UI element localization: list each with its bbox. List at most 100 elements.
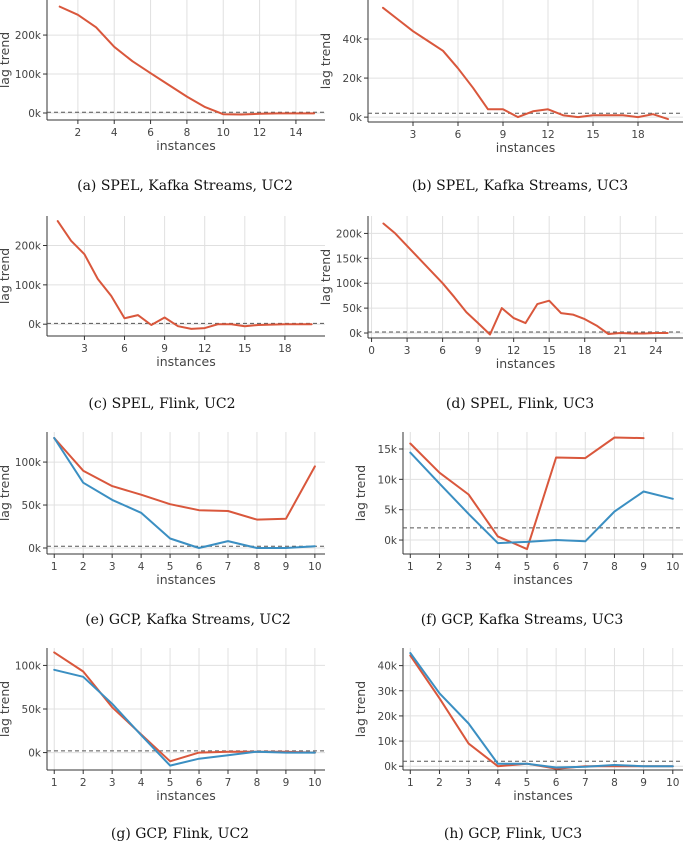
- y-axis-label: lag trend: [318, 249, 333, 305]
- y-tick-label: 50k: [22, 500, 42, 512]
- x-tick-label: 7: [225, 777, 232, 789]
- y-tick-label: 40k: [378, 661, 398, 673]
- x-tick-label: 10: [308, 777, 321, 789]
- x-tick-label: 18: [631, 129, 644, 141]
- x-axis-label: instances: [496, 356, 555, 371]
- x-tick-label: 3: [81, 343, 88, 355]
- y-tick-label: 0k: [349, 328, 363, 340]
- y-tick-label: 100k: [15, 660, 42, 672]
- subfigure-caption: (d) SPEL, Flink, UC3: [446, 396, 594, 412]
- x-tick-label: 9: [283, 777, 290, 789]
- y-tick-label: 0k: [28, 319, 42, 331]
- y-axis-label: lag trend: [0, 681, 12, 737]
- series-line-gcp-b: [409, 652, 674, 769]
- y-tick-label: 50k: [343, 303, 363, 315]
- y-tick-label: 100k: [15, 280, 42, 292]
- x-tick-label: 6: [553, 561, 560, 573]
- x-tick-label: 5: [167, 561, 174, 573]
- x-tick-label: 9: [283, 561, 290, 573]
- x-tick-label: 6: [196, 777, 203, 789]
- x-tick-label: 15: [586, 129, 599, 141]
- x-tick-label: 9: [500, 129, 507, 141]
- x-tick-label: 6: [121, 343, 128, 355]
- y-tick-label: 0k: [349, 112, 363, 124]
- x-tick-label: 3: [404, 345, 411, 357]
- chart-panel-0: 2 4 6 8 10 12 14 0k 100k 200k instances lag trend (a…: [0, 0, 325, 194]
- y-axis-label: lag trend: [353, 681, 368, 737]
- y-tick-label: 150k: [336, 253, 363, 265]
- x-tick-label: 15: [238, 343, 251, 355]
- x-tick-label: 15: [542, 345, 555, 357]
- y-tick-label: 0k: [28, 108, 42, 120]
- y-tick-label: 10k: [378, 736, 398, 748]
- x-tick-label: 1: [407, 777, 414, 789]
- y-tick-label: 0k: [384, 761, 398, 773]
- y-tick-label: 20k: [378, 711, 398, 723]
- subfigure-caption: (a) SPEL, Kafka Streams, UC2: [77, 178, 293, 194]
- chart-panel-2: 3 6 9 12 15 18 0k 100k 200k instances lag trend (c)…: [0, 216, 325, 412]
- x-tick-label: 3: [465, 777, 472, 789]
- x-tick-label: 3: [109, 777, 116, 789]
- y-tick-label: 0k: [384, 535, 398, 547]
- chart-panel-3: 0 3 6 9 12 15 18 21 24 0k 50k 100k 150k 200k instances…: [318, 216, 683, 412]
- y-tick-label: 100k: [15, 69, 42, 81]
- y-axis-label: lag trend: [318, 33, 333, 89]
- x-tick-label: 4: [494, 777, 501, 789]
- y-tick-label: 15k: [378, 444, 398, 456]
- y-tick-label: 200k: [15, 241, 42, 253]
- chart-panel-1: 3 6 9 12 15 18 0k 20k 40k instances lag trend (b) S…: [318, 0, 683, 194]
- x-tick-label: 8: [611, 777, 618, 789]
- series-line-gcp-a: [53, 651, 316, 763]
- x-tick-label: 2: [80, 777, 87, 789]
- x-tick-label: 10: [666, 777, 679, 789]
- y-tick-label: 5k: [384, 505, 398, 517]
- y-tick-label: 100k: [15, 457, 42, 469]
- series-line-gcp-b: [409, 451, 674, 545]
- x-tick-label: 1: [51, 561, 58, 573]
- x-tick-label: 5: [524, 561, 531, 573]
- x-axis-label: instances: [156, 138, 215, 153]
- x-tick-label: 8: [254, 561, 261, 573]
- subfigure-caption: (f) GCP, Kafka Streams, UC3: [421, 612, 624, 628]
- x-tick-label: 4: [138, 561, 145, 573]
- y-tick-label: 30k: [378, 686, 398, 698]
- x-tick-label: 10: [666, 561, 679, 573]
- x-tick-label: 3: [109, 561, 116, 573]
- subfigure-caption: (b) SPEL, Kafka Streams, UC3: [412, 178, 628, 194]
- series-line-spel: [58, 5, 316, 116]
- x-tick-label: 18: [278, 343, 291, 355]
- x-tick-label: 9: [640, 561, 647, 573]
- y-axis-label: lag trend: [0, 32, 12, 88]
- x-tick-label: 6: [553, 777, 560, 789]
- x-tick-label: 7: [582, 561, 589, 573]
- y-tick-label: 0k: [28, 543, 42, 555]
- x-tick-label: 1: [407, 561, 414, 573]
- y-axis-label: lag trend: [0, 465, 12, 521]
- x-tick-label: 5: [167, 777, 174, 789]
- x-tick-label: 14: [289, 127, 303, 139]
- x-tick-label: 2: [436, 561, 443, 573]
- series-line-gcp-a: [53, 437, 316, 521]
- y-tick-label: 40k: [343, 34, 363, 46]
- x-axis-label: instances: [513, 788, 572, 803]
- x-tick-label: 21: [614, 345, 627, 357]
- y-tick-label: 20k: [343, 73, 363, 85]
- x-tick-label: 7: [225, 561, 232, 573]
- x-tick-label: 9: [475, 345, 482, 357]
- y-tick-label: 10k: [378, 474, 398, 486]
- x-tick-label: 4: [138, 777, 145, 789]
- y-tick-label: 100k: [336, 278, 363, 290]
- x-axis-label: instances: [496, 140, 555, 155]
- x-axis-label: instances: [513, 572, 572, 587]
- x-axis-label: instances: [156, 788, 215, 803]
- subfigure-caption: (c) SPEL, Flink, UC2: [88, 396, 235, 412]
- x-tick-label: 1: [51, 777, 58, 789]
- subfigure-caption: (g) GCP, Flink, UC2: [111, 826, 249, 842]
- chart-panel-5: 1 2 3 4 5 6 7 8 9 10 0k 5k 10k 15k instances lag trend (…: [353, 432, 683, 628]
- series-line-gcp-b: [53, 668, 316, 767]
- x-tick-label: 6: [439, 345, 446, 357]
- x-tick-label: 6: [196, 561, 203, 573]
